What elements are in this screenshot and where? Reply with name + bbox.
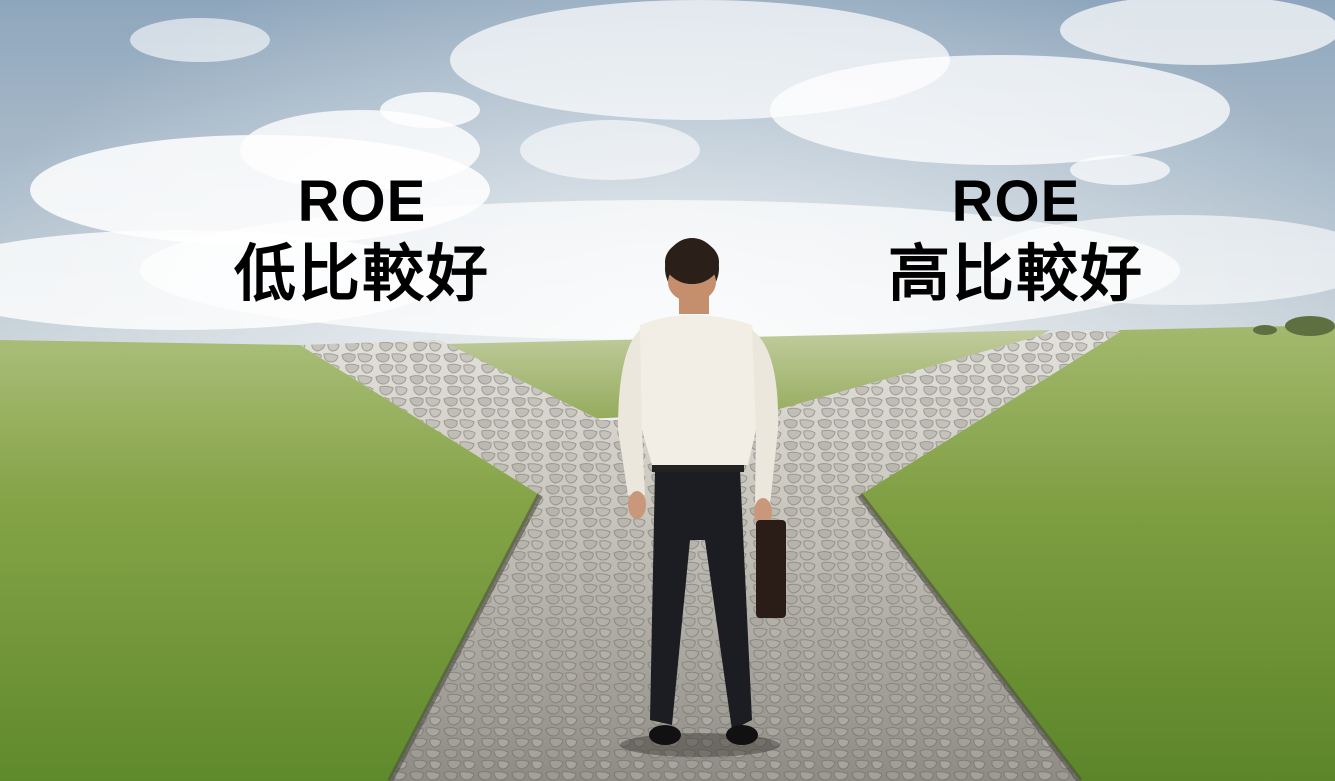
right-caption-higher-better: 高比較好 — [887, 236, 1144, 310]
left-caption-roe: ROE — [297, 169, 427, 234]
stone-path — [300, 330, 1120, 781]
right-caption-roe: ROE — [951, 169, 1081, 234]
right-path-caption: ROE 高比較好 — [866, 169, 1166, 310]
distant-trees — [1253, 316, 1335, 336]
left-path-caption: ROE 低比較好 — [212, 169, 512, 310]
left-field — [0, 340, 540, 781]
businessman-figure — [618, 238, 786, 757]
right-field — [860, 325, 1335, 781]
left-caption-lower-better: 低比較好 — [233, 236, 490, 310]
